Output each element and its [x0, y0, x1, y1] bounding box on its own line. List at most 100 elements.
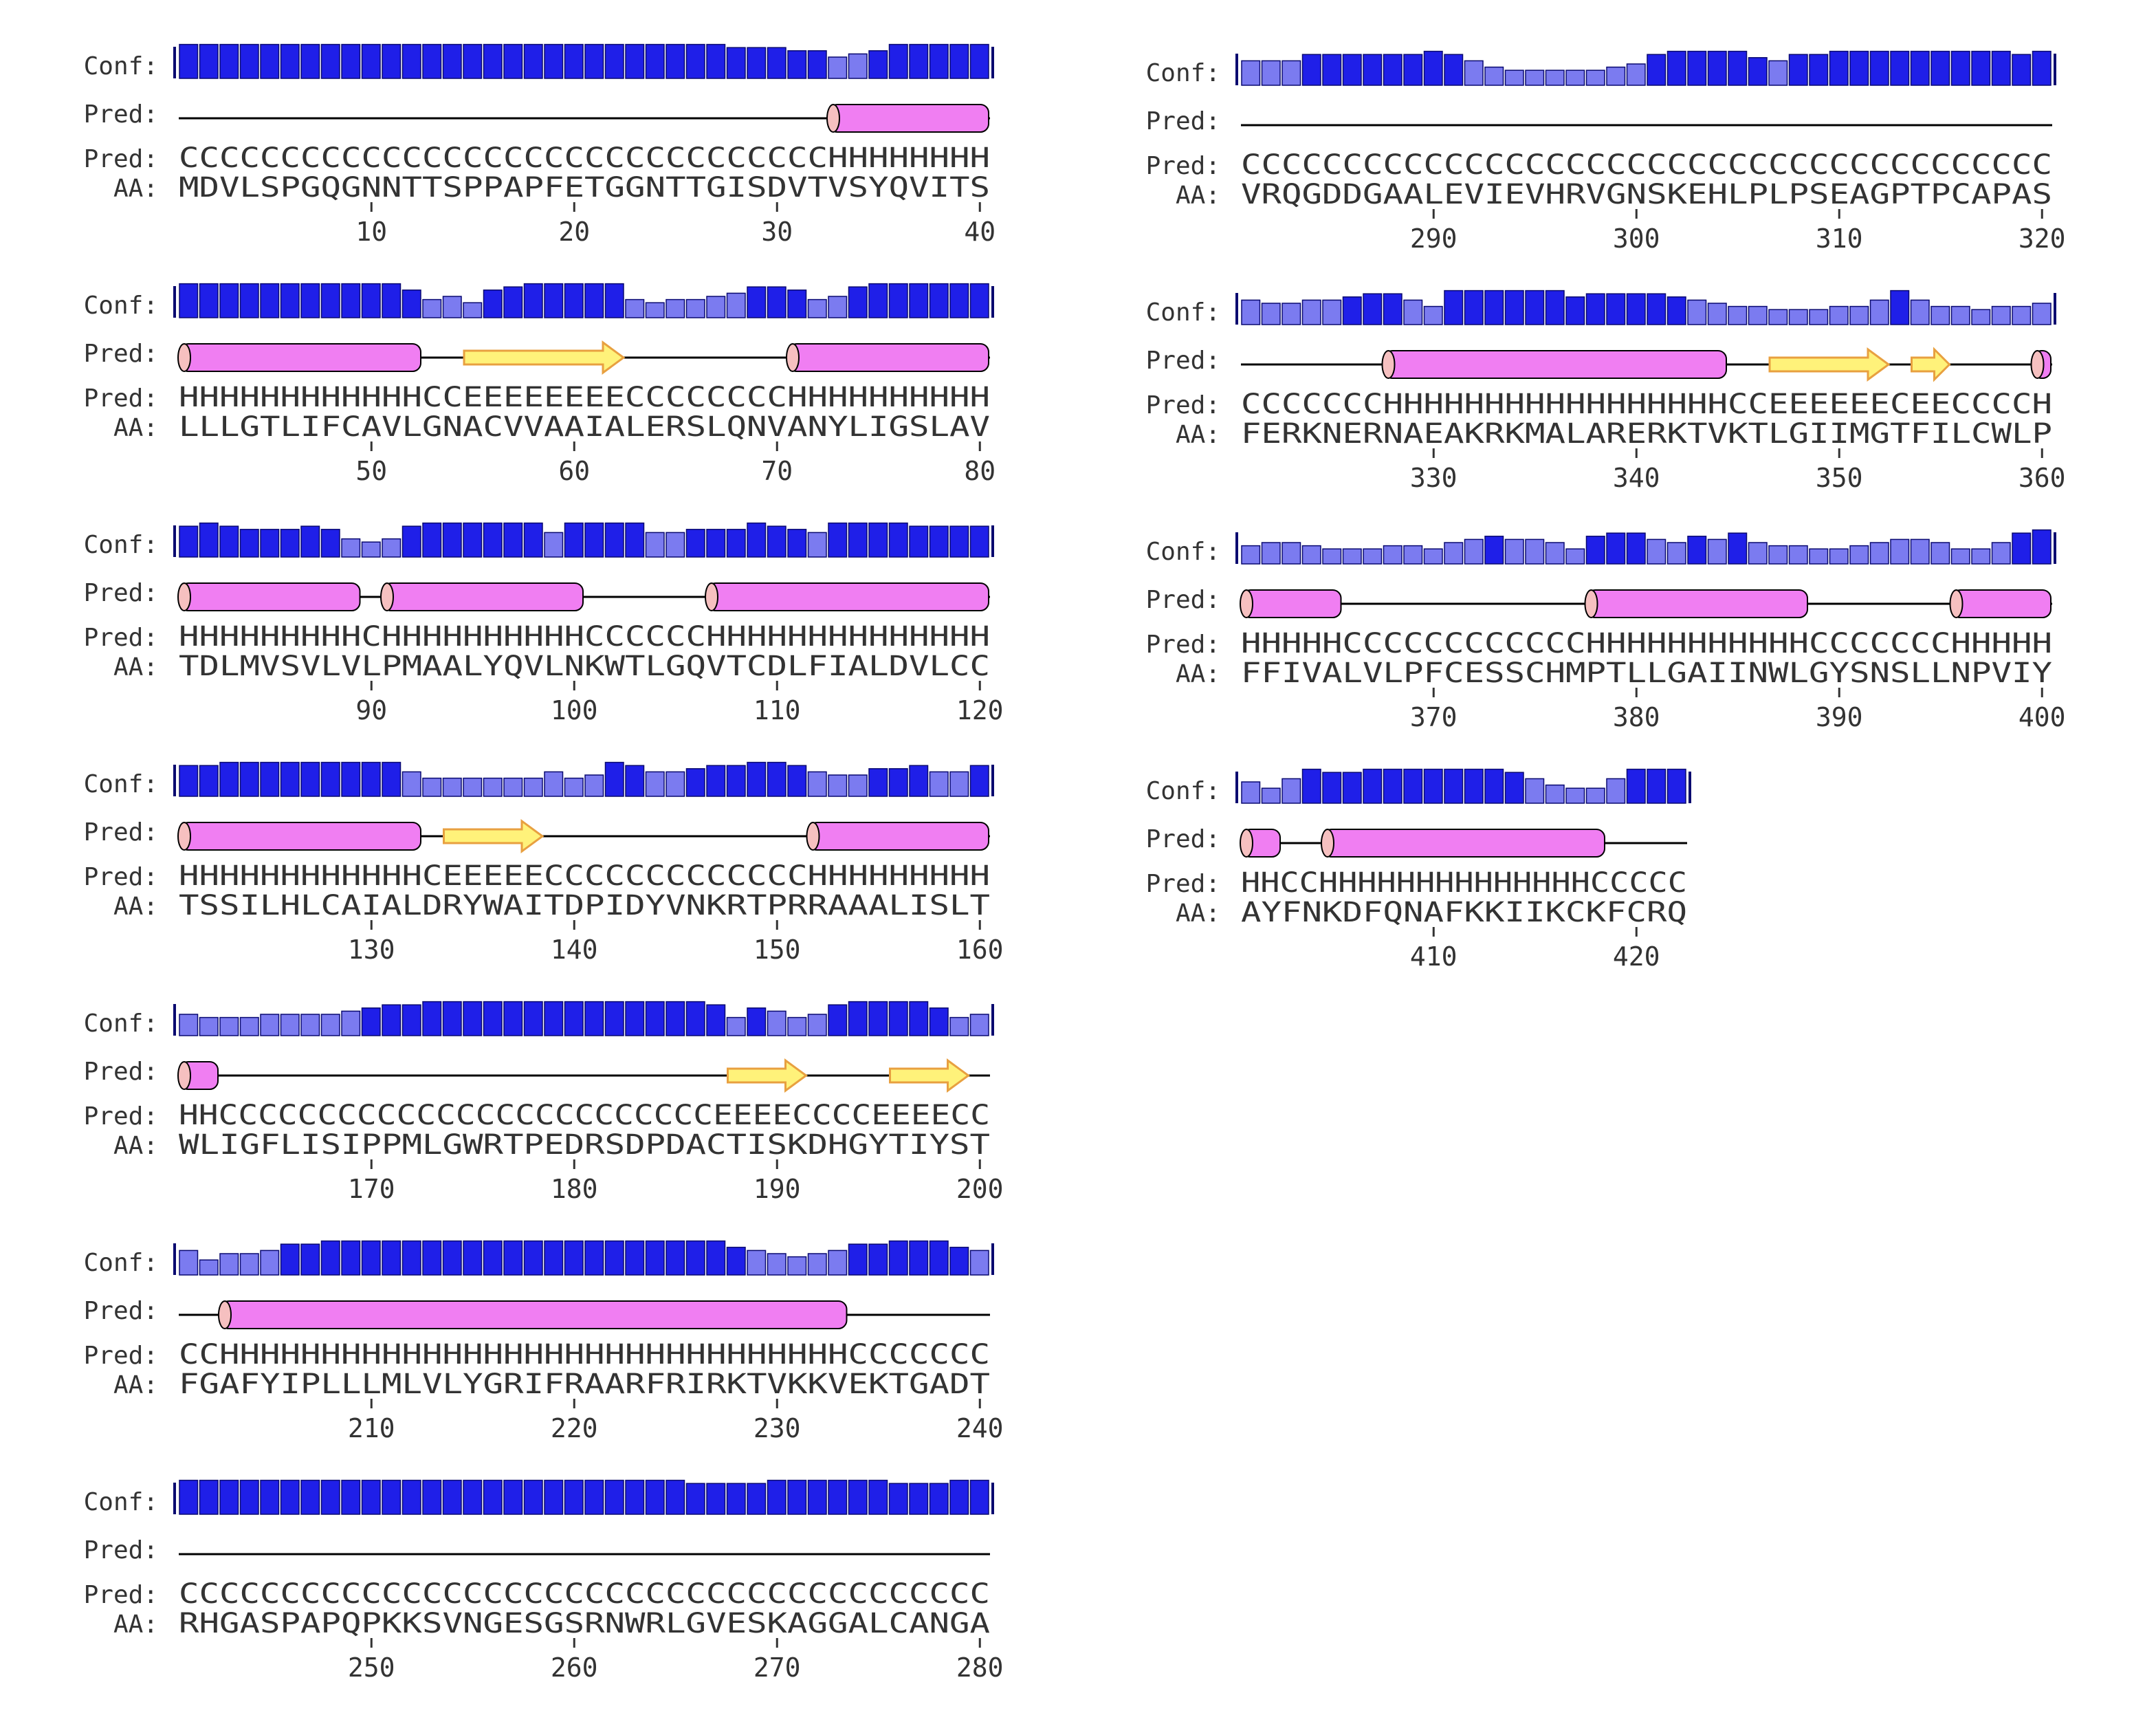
block-121: Conf:Pred:Pred:AA:HHHHHHHHHHHHCEEEEECCCC… — [84, 761, 1004, 965]
conf-bar — [604, 761, 624, 797]
pred-label: Pred: — [1146, 347, 1220, 375]
helix-cap — [177, 582, 191, 611]
block-161: Conf:Pred:Pred:AA:HHCCCCCCCCCCCCCCCCCCCC… — [84, 1001, 1004, 1204]
conf-bar — [1585, 293, 1605, 325]
conf-bar — [828, 296, 848, 318]
conf-bar — [402, 1479, 421, 1515]
conf-bar — [1707, 303, 1727, 325]
conf-left-bracket — [1235, 772, 1238, 803]
conf-bar — [199, 1016, 219, 1036]
conf-bar — [767, 1010, 786, 1036]
conf-bar — [483, 290, 503, 318]
pred-label: Pred: — [1146, 825, 1220, 853]
conf-bar — [1585, 69, 1605, 86]
conf-bar — [929, 525, 949, 558]
conf-bar — [483, 777, 503, 797]
position-number: 270 — [754, 1652, 801, 1683]
conf-label: Conf: — [84, 52, 158, 80]
conf-bar — [909, 283, 929, 318]
conf-right-bracket — [991, 765, 994, 796]
conf-bar — [1849, 50, 1869, 86]
pred-label: Pred: — [84, 340, 158, 368]
conf-bar — [929, 1483, 949, 1515]
conf-bar — [1565, 787, 1585, 804]
conf-bar — [1606, 532, 1626, 565]
conf-bar — [666, 298, 685, 318]
conf-bar — [239, 761, 259, 797]
conf-bar — [199, 1259, 219, 1276]
conf-bar — [260, 1250, 280, 1276]
conf-bar — [2032, 50, 2052, 86]
conf-bar — [666, 1001, 685, 1036]
conf-bar — [1728, 532, 1748, 565]
conf-bar — [1687, 50, 1707, 86]
position-number: 410 — [1410, 941, 1458, 972]
conf-bar — [1829, 548, 1849, 565]
conf-bar — [584, 283, 604, 318]
conf-bar — [1484, 66, 1504, 86]
strand-arrow — [443, 819, 544, 853]
conf-label: Conf: — [84, 1249, 158, 1277]
conf-bar — [1444, 54, 1464, 86]
conf-bar — [949, 43, 969, 79]
block-81: Conf:Pred:Pred:AA:HHHHHHHHHCHHHHHHHHHHCC… — [84, 522, 1004, 725]
conf-bar — [1950, 548, 1970, 565]
conf-bar — [1890, 290, 1910, 325]
conf-bar — [523, 1479, 543, 1515]
conf-bar — [909, 1240, 929, 1276]
conf-bar — [260, 761, 280, 797]
conf-bar — [442, 43, 462, 79]
conf-bar — [1261, 60, 1281, 86]
conf-bar — [1788, 545, 1808, 565]
helix-cap — [177, 343, 191, 372]
conf-bar — [320, 761, 340, 797]
conf-bar — [564, 1240, 584, 1276]
conf-bar — [1464, 768, 1484, 804]
conf-bar — [544, 1001, 564, 1036]
conf-bar — [1322, 54, 1342, 86]
conf-bar — [1545, 69, 1565, 86]
position-number: 380 — [1613, 702, 1660, 732]
position-number: 110 — [754, 695, 801, 725]
conf-bar — [320, 529, 340, 558]
conf-bar — [828, 1004, 848, 1036]
conf-bar — [402, 525, 421, 558]
conf-bar — [442, 522, 462, 558]
conf-bar — [382, 43, 402, 79]
conf-bar — [463, 777, 483, 797]
conf-bar — [747, 286, 767, 318]
helix-cylinder — [179, 822, 421, 851]
pred-label: Pred: — [84, 1297, 158, 1325]
conf-bar — [1383, 54, 1402, 86]
conf-bar — [382, 538, 402, 558]
conf-bar — [726, 1247, 746, 1276]
aa-sequence: MDVLSPGQGNNTTSPPAPFETGGNTTGISDVTVSYQVITS — [179, 172, 990, 204]
conf-bar — [1322, 772, 1342, 804]
conf-bar — [1950, 50, 1970, 86]
conf-bar — [1282, 778, 1301, 804]
conf-bar — [767, 1253, 786, 1276]
aa-label: AA: — [113, 1132, 158, 1160]
conf-bar — [726, 529, 746, 558]
helix-cap — [1381, 350, 1396, 379]
conf-bar — [1910, 538, 1930, 565]
conf-bar — [341, 1240, 361, 1276]
strand-arrow — [727, 1058, 808, 1093]
conf-label: Conf: — [84, 1488, 158, 1516]
conf-bar — [2012, 532, 2032, 565]
conf-bar — [828, 774, 848, 797]
pred-label: Pred: — [1146, 870, 1220, 898]
conf-left-bracket — [1235, 293, 1238, 325]
conf-bar — [219, 43, 239, 79]
conf-label: Conf: — [84, 1010, 158, 1038]
pred-label: Pred: — [84, 100, 158, 129]
pred-sequence: CCCCCCCCCCCCCCCCCCCCCCCCCCCCCCCCCCCCCCCC — [1241, 149, 2052, 181]
position-number: 120 — [956, 695, 1004, 725]
prediction-blocks: Conf: Pred: Pred: AA: CCCCCCCCCCCCCCCCCCCCCC… — [84, 43, 2066, 1683]
conf-bar — [179, 43, 199, 79]
conf-bar — [807, 1479, 827, 1515]
conf-bar — [300, 43, 320, 79]
conf-bar — [442, 1001, 462, 1036]
conf-bar — [280, 1243, 300, 1276]
conf-right-bracket — [1688, 772, 1691, 803]
